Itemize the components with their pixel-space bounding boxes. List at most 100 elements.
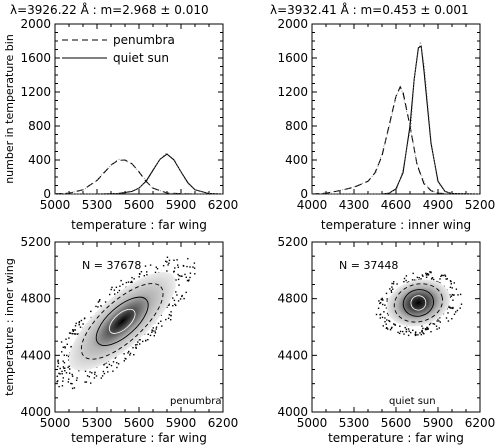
- scatter-point: [133, 278, 135, 280]
- scatter-point: [447, 320, 450, 322]
- scatter-point: [187, 258, 189, 260]
- scatter-point: [177, 278, 180, 281]
- y-axis: 4000 4400 4800 5200: [20, 235, 223, 419]
- y-tick-label: 1200: [277, 85, 308, 99]
- scatter-point: [431, 277, 433, 280]
- scatter-point: [142, 340, 144, 343]
- x-axis-label: temperature : inner wing: [321, 218, 471, 232]
- scatter-point: [386, 298, 388, 300]
- scatter-point: [82, 323, 84, 325]
- scatter-point: [71, 387, 74, 390]
- scatter-point: [379, 302, 381, 305]
- density-contour-mid: [95, 296, 149, 346]
- scatter-point: [432, 323, 434, 325]
- scatter-point: [56, 381, 58, 383]
- panel-1-far-wing-histogram: 0 400 800 1200 1600 2000 5000 5300 5600 5900 6200…: [3, 17, 238, 232]
- scatter-point: [392, 283, 395, 285]
- y-axis-label: number in temperature bin: [3, 34, 16, 184]
- scatter-point: [414, 332, 417, 334]
- scatter-point: [110, 364, 113, 367]
- scatter-point: [189, 266, 191, 268]
- scatter-point: [64, 367, 66, 369]
- scatter-point: [425, 272, 427, 274]
- scatter-point: [177, 300, 180, 302]
- scatter-point: [389, 288, 391, 290]
- scatter-point: [183, 297, 185, 300]
- scatter-point: [57, 365, 59, 368]
- x-tick-label: 5300: [82, 198, 113, 212]
- scatter-point: [68, 365, 70, 367]
- series-fit-quiet-sun: [54, 152, 225, 195]
- scatter-point: [124, 357, 126, 360]
- scatter-point: [397, 331, 399, 334]
- scatter-point: [444, 275, 447, 277]
- scatter-point: [440, 275, 442, 277]
- panel-2-title: λ=3932.41 Å : m=0.453 ± 0.001: [270, 2, 469, 17]
- scatter-point: [433, 278, 435, 281]
- scatter-point: [402, 330, 404, 333]
- scatter-point: [85, 381, 88, 383]
- scatter-point: [403, 277, 406, 280]
- scatter-point: [438, 327, 440, 329]
- scatter-point: [146, 274, 148, 276]
- scatter-point: [393, 281, 395, 283]
- scatter-point: [427, 328, 429, 330]
- scatter-point: [129, 354, 131, 356]
- scatter-point: [129, 352, 132, 355]
- scatter-point: [388, 319, 390, 322]
- scatter-point: [74, 329, 76, 331]
- x-tick-label: 4300: [339, 198, 370, 212]
- scatter-point: [177, 264, 179, 266]
- count-annotation: N = 37678: [82, 259, 141, 272]
- panel-1-title: λ=3926.22 Å : m=2.968 ± 0.010: [10, 2, 209, 17]
- x-tick-label: 4600: [381, 198, 412, 212]
- scatter-point: [390, 327, 393, 330]
- scatter-point: [146, 271, 148, 273]
- scatter-point: [379, 302, 382, 304]
- scatter-point: [449, 280, 452, 282]
- plot-area: [54, 152, 225, 195]
- scatter-point: [95, 305, 97, 308]
- scatter-point: [68, 337, 70, 339]
- scatter-point: [127, 281, 130, 283]
- scatter-point: [392, 288, 394, 290]
- x-tick-label: 4900: [423, 198, 454, 212]
- scatter-point: [151, 329, 153, 331]
- scatter-point: [60, 341, 63, 343]
- scatter-point: [70, 382, 72, 385]
- x-tick-label: 5900: [166, 198, 197, 212]
- scatter-point: [140, 271, 143, 273]
- scatter-point: [379, 317, 381, 319]
- x-tick-label: 5900: [423, 416, 454, 430]
- scatter-point: [145, 339, 147, 342]
- scatter-point: [61, 370, 63, 373]
- scatter-point: [405, 279, 407, 282]
- scatter-point: [189, 276, 191, 279]
- scatter-point: [78, 322, 80, 324]
- scatter-point: [449, 294, 451, 296]
- y-tick-label: 4400: [20, 348, 51, 362]
- scatter-point: [84, 370, 87, 372]
- scatter-point: [56, 375, 58, 377]
- scatter-point: [172, 305, 174, 307]
- scatter-point: [381, 316, 384, 319]
- count-annotation: N = 37448: [339, 259, 398, 272]
- series-line-quiet-sun: [55, 153, 224, 195]
- scatter-point: [379, 314, 381, 316]
- scatter-point: [61, 373, 63, 375]
- scatter-point: [439, 321, 441, 323]
- scatter-point: [75, 379, 78, 381]
- scatter-point: [139, 343, 141, 345]
- scatter-point: [66, 343, 68, 345]
- scatter-point: [71, 383, 73, 385]
- scatter-point: [408, 281, 410, 283]
- scatter-point: [133, 354, 135, 356]
- x-axis: 5000 5300 5600 5900 6200: [297, 242, 495, 430]
- scatter-point: [382, 299, 384, 301]
- scatter-point: [73, 387, 76, 389]
- scatter-point: [387, 314, 390, 316]
- scatter-point: [111, 286, 113, 289]
- x-axis: 4000 4300 4600 4900 5200: [297, 24, 495, 212]
- region-label: quiet sun: [389, 396, 436, 407]
- scatter-point: [185, 291, 187, 294]
